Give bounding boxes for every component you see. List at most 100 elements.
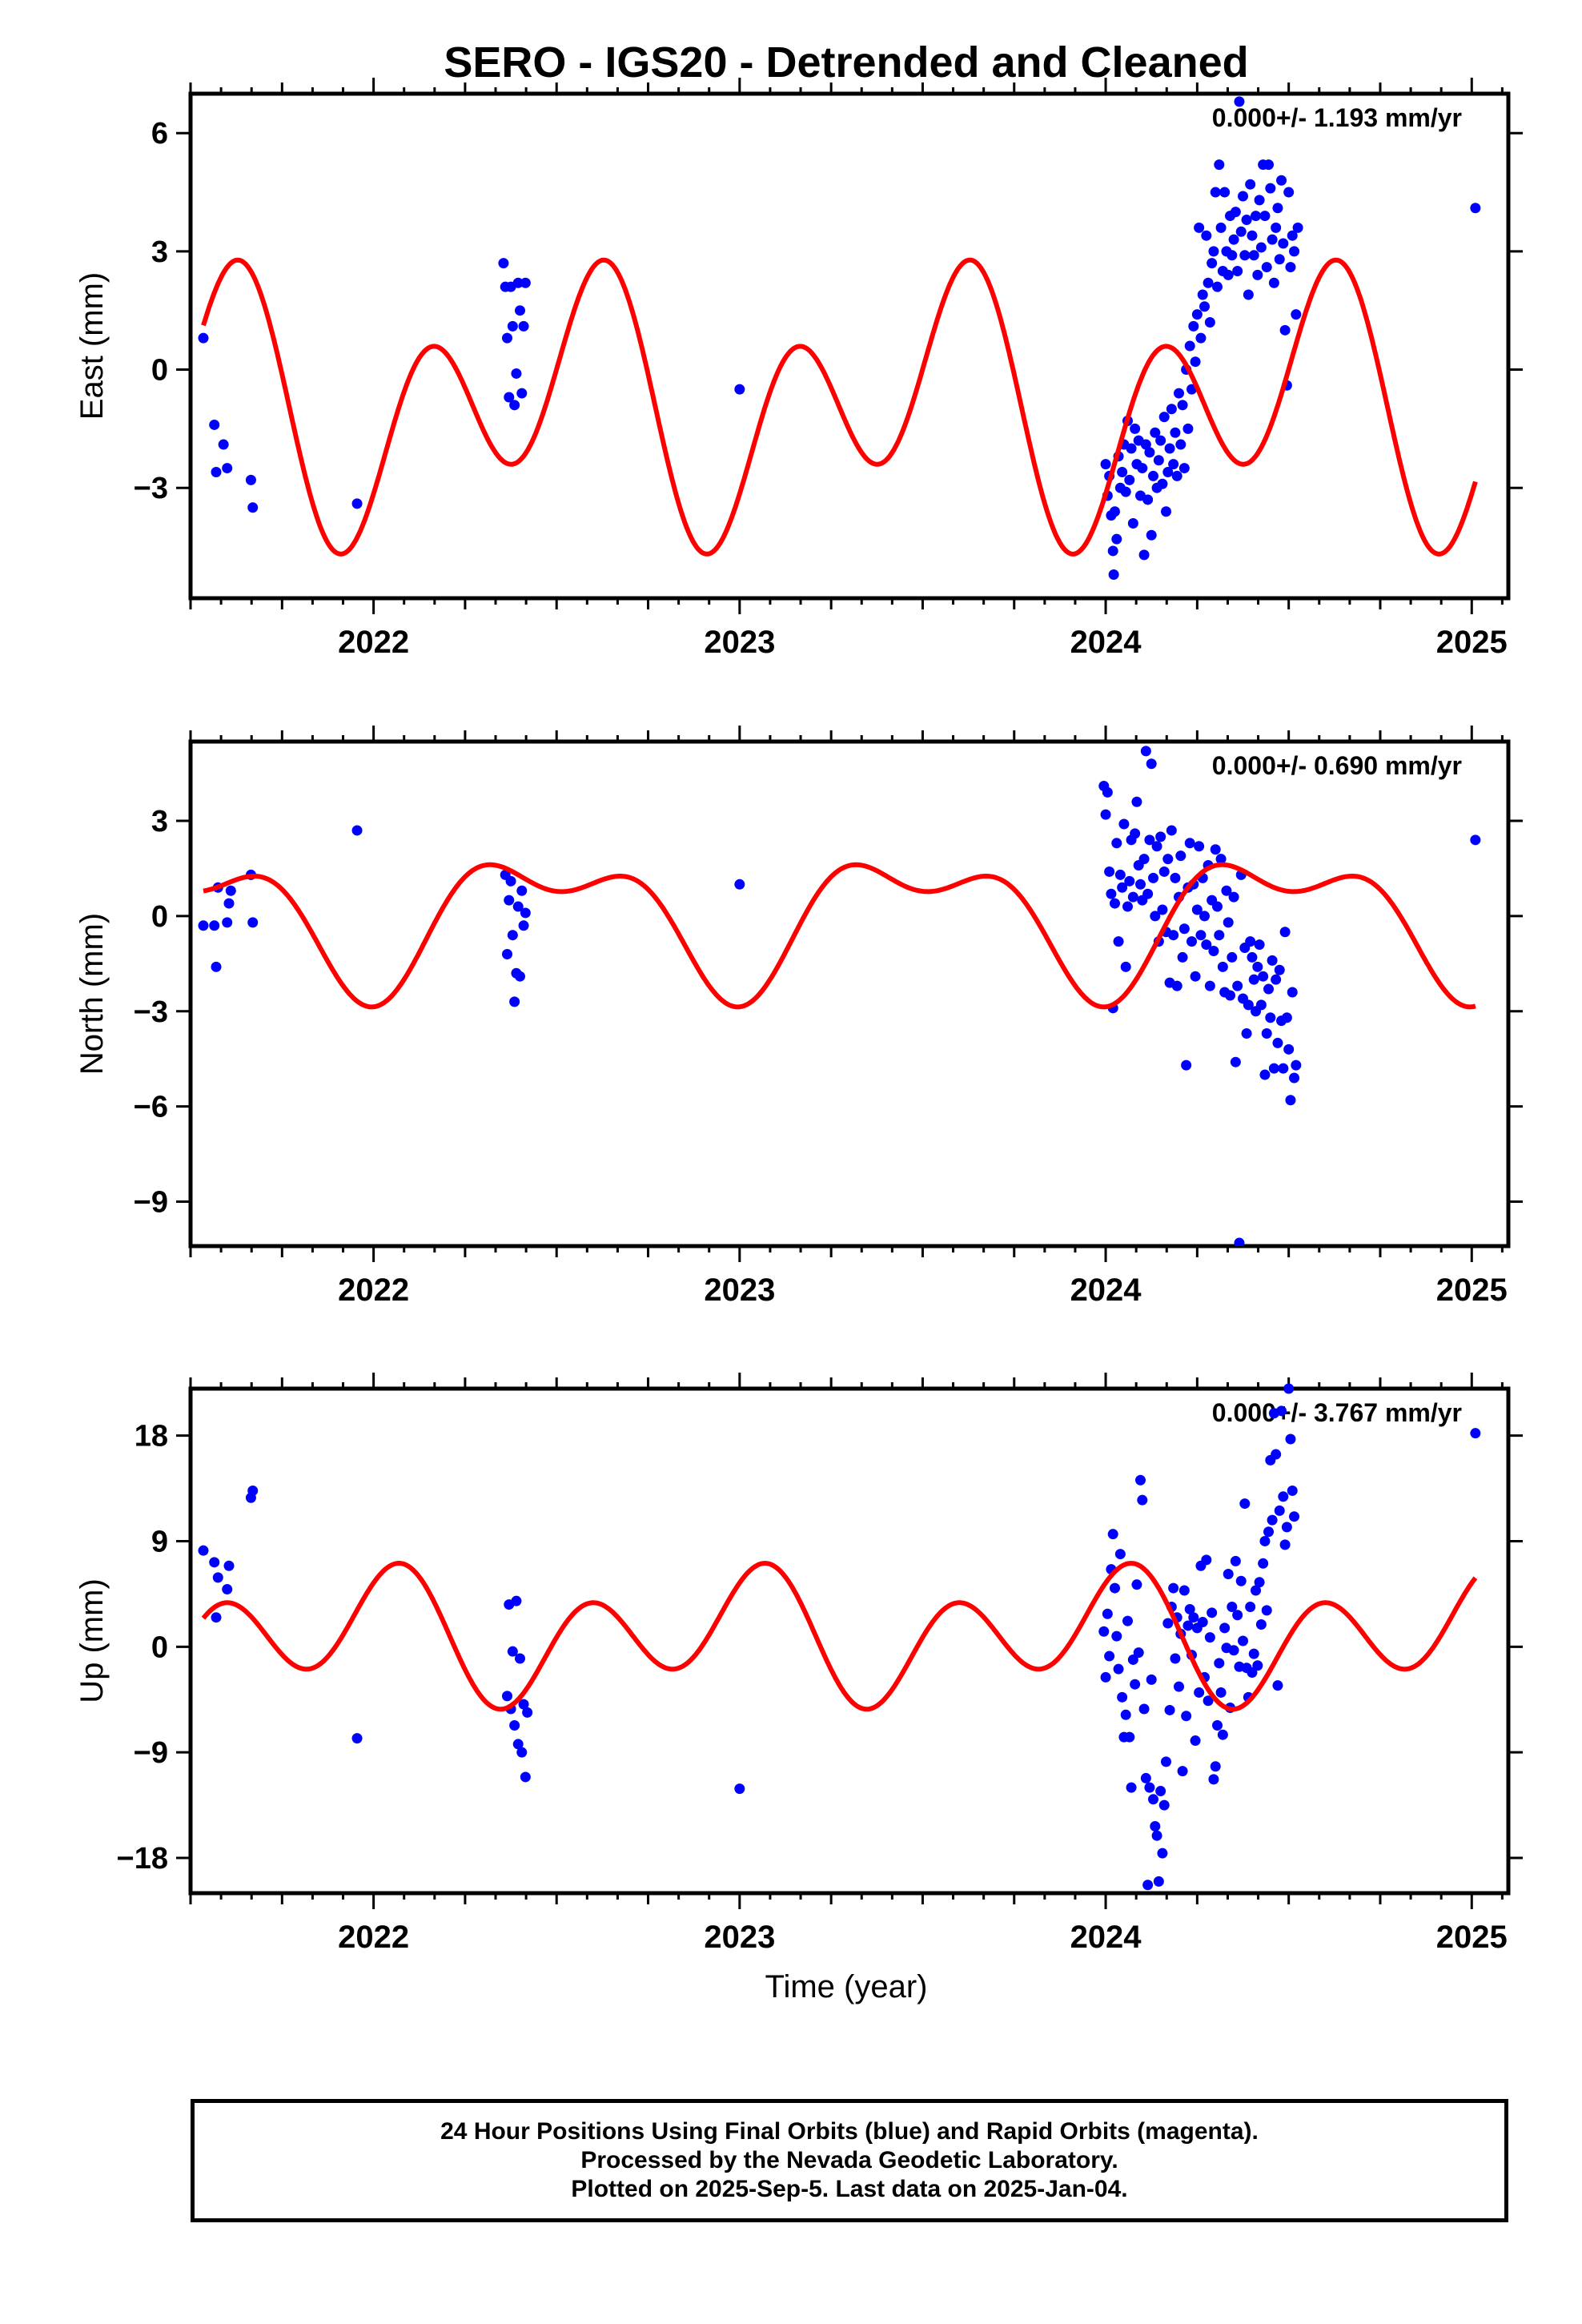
data-point [1144, 447, 1155, 458]
data-point [1243, 289, 1254, 300]
data-point [1287, 1485, 1298, 1496]
data-point [1230, 207, 1241, 218]
data-point [1278, 238, 1289, 249]
data-point [245, 474, 256, 485]
footer-caption: 24 Hour Positions Using Final Orbits (bl… [191, 2099, 1508, 2222]
data-point [1279, 1539, 1291, 1550]
data-point [1194, 222, 1205, 233]
data-point [1223, 269, 1234, 280]
data-point [1248, 974, 1259, 985]
x-tick-label: 2022 [338, 625, 409, 660]
data-point [198, 332, 209, 344]
data-point [1227, 250, 1238, 261]
data-point [1191, 309, 1203, 320]
data-point [351, 825, 363, 836]
data-point [1258, 1558, 1269, 1569]
data-point [1271, 974, 1282, 985]
data-point [1127, 1654, 1138, 1665]
data-point [1279, 324, 1291, 336]
data-point [1210, 1761, 1221, 1772]
data-point [504, 895, 515, 906]
data-point [1170, 1653, 1181, 1664]
data-point [1182, 1620, 1194, 1631]
data-point [520, 907, 531, 919]
data-point [225, 885, 236, 896]
data-point [1252, 1660, 1263, 1671]
data-point [209, 920, 220, 931]
data-point [1102, 1608, 1113, 1619]
data-point [1174, 1681, 1184, 1692]
data-point [1106, 888, 1117, 899]
data-point [1210, 187, 1221, 198]
y-tick-label: 0 [151, 354, 168, 388]
data-point [520, 277, 531, 288]
x-tick-label: 2022 [338, 1273, 409, 1308]
data-point [1107, 545, 1118, 557]
y-tick-label: −18 [117, 1842, 168, 1876]
data-point [1175, 439, 1186, 450]
data-point [1098, 1626, 1110, 1637]
data-point [1272, 203, 1283, 214]
data-point [1164, 443, 1175, 454]
data-point [1166, 404, 1177, 415]
data-point [218, 439, 229, 450]
data-point [1137, 1494, 1148, 1506]
x-tick-label: 2025 [1436, 1273, 1508, 1308]
data-point [516, 885, 528, 896]
data-point [198, 920, 209, 931]
data-point [1109, 898, 1120, 909]
data-point [512, 901, 524, 912]
data-point [1138, 1703, 1150, 1715]
data-point [1134, 1474, 1146, 1486]
data-point [1142, 1880, 1154, 1891]
data-point [734, 384, 745, 395]
data-point [1199, 301, 1211, 312]
data-point [1126, 443, 1137, 454]
data-point [1287, 230, 1298, 241]
data-point [1168, 459, 1179, 470]
data-point [501, 332, 512, 344]
data-point [222, 1584, 233, 1595]
x-tick-label: 2024 [1070, 625, 1142, 660]
data-point [1144, 834, 1155, 846]
data-point [1238, 191, 1249, 202]
data-point [247, 502, 259, 513]
data-point [1267, 234, 1278, 245]
data-point [1147, 470, 1158, 481]
data-point [1108, 569, 1119, 580]
data-point [1238, 1635, 1249, 1647]
data-point [1138, 854, 1150, 865]
data-point [1227, 1602, 1238, 1613]
data-point [498, 258, 509, 269]
data-point [522, 1707, 533, 1718]
data-point [1470, 1428, 1481, 1439]
data-point [1168, 1582, 1179, 1594]
data-point [1178, 923, 1190, 935]
data-point [1291, 309, 1302, 320]
x-tick-label: 2024 [1070, 1920, 1142, 1955]
data-point [1151, 1830, 1162, 1841]
data-point [1104, 866, 1115, 877]
data-point [222, 463, 233, 474]
data-point [1272, 1037, 1283, 1048]
data-point [515, 971, 525, 982]
footer-line-2: Processed by the Nevada Geodetic Laborat… [580, 2147, 1118, 2173]
data-point [1177, 1766, 1188, 1777]
data-point [1111, 838, 1122, 849]
data-point [1155, 831, 1166, 842]
data-point [1134, 879, 1146, 890]
data-point [209, 1557, 220, 1568]
data-point [1190, 1735, 1201, 1747]
y-tick-label: 9 [151, 1525, 168, 1558]
data-point [1254, 195, 1265, 206]
data-point [1140, 746, 1151, 757]
data-point [501, 948, 512, 959]
data-point [1170, 872, 1181, 883]
data-point [1195, 930, 1207, 941]
y-axis-label: East (mm) [74, 272, 110, 420]
data-point [1235, 226, 1247, 237]
data-point [1146, 529, 1157, 541]
data-point [1188, 320, 1199, 332]
data-point [1113, 1663, 1124, 1675]
data-point [1100, 809, 1111, 820]
